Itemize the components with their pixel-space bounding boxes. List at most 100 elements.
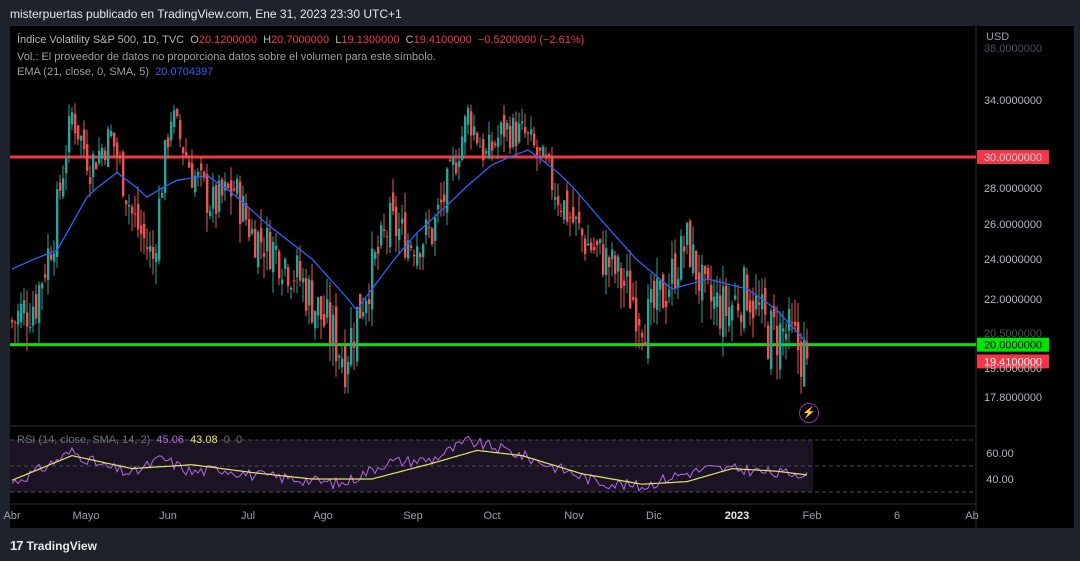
candle-body	[674, 253, 677, 289]
candle-body	[422, 244, 425, 258]
currency-label: USD	[986, 31, 1010, 43]
candle-body	[77, 125, 80, 140]
candle-body	[464, 116, 467, 143]
candle-body	[131, 206, 134, 214]
candle-body	[734, 295, 737, 300]
candle-body	[713, 296, 716, 309]
close-label: C	[405, 34, 414, 46]
candle-body	[551, 155, 554, 191]
candle-body	[365, 300, 368, 313]
candle-body	[170, 121, 173, 141]
candle-body	[74, 114, 77, 134]
candle-body	[176, 108, 179, 116]
candle-body	[113, 132, 116, 147]
candle-body	[371, 248, 374, 310]
candle-body	[188, 161, 191, 168]
candle-body	[38, 284, 41, 324]
candle-body	[785, 333, 788, 340]
rsi-pane: 40.00 60.00	[10, 435, 1014, 493]
x-tick-label: Jul	[241, 510, 255, 522]
candle-body	[326, 299, 329, 318]
candle-body	[638, 318, 641, 326]
candle-body	[449, 159, 452, 162]
candle-body	[392, 192, 395, 212]
candle-body	[503, 114, 506, 137]
candle-body	[272, 242, 275, 273]
candle-body	[35, 294, 38, 319]
change-value: −0.5200000 (−2.61%)	[477, 34, 585, 46]
candle-body	[680, 236, 683, 280]
x-tick-label: Mayo	[73, 510, 100, 522]
candle-body	[197, 171, 200, 176]
level-label-bg-1	[977, 337, 1049, 352]
ohlc-legend: Índice Volatility S&P 500, 1D, TVC O20.1…	[17, 34, 584, 46]
candle-body	[683, 246, 686, 252]
candle-body	[428, 227, 431, 229]
candle-body	[116, 142, 119, 158]
candle-body	[314, 310, 317, 329]
candle-body	[737, 303, 740, 311]
candle-body	[470, 111, 473, 136]
candle-body	[383, 229, 386, 232]
candle-body	[446, 168, 449, 213]
candle-body	[29, 327, 32, 329]
candle-body	[311, 280, 314, 323]
candle-body	[407, 240, 410, 259]
candle-body	[473, 126, 476, 136]
candle-body	[140, 225, 143, 235]
candle-body	[317, 297, 320, 316]
candle-body	[89, 177, 92, 184]
candle-body	[584, 238, 587, 255]
high-value: 20.7000000	[271, 34, 330, 46]
candle-body	[524, 126, 527, 134]
candle-body	[320, 296, 323, 320]
candle-body	[62, 178, 65, 197]
candle-body	[620, 267, 623, 289]
candle-body	[353, 341, 356, 348]
candle-body	[149, 245, 152, 252]
candle-body	[650, 289, 653, 303]
candle-body	[56, 189, 59, 258]
candle-body	[512, 118, 515, 147]
candle-body	[632, 296, 635, 300]
candle-body	[776, 325, 779, 356]
y-tick-label: 26.0000000	[984, 219, 1042, 231]
lightning-icon[interactable]: ⚡	[799, 403, 819, 423]
candle-body	[293, 280, 296, 282]
symbol-name[interactable]: Índice Volatility S&P 500, 1D, TVC	[17, 34, 185, 46]
rsi-legend[interactable]: RSI (14, close, SMA, 14, 2) 45.06 43.08 …	[17, 434, 242, 446]
candle-body	[653, 280, 656, 309]
candle-body	[53, 253, 56, 262]
tradingview-brand: TradingView	[26, 538, 97, 553]
candle-body	[608, 257, 611, 267]
level-label-0: 30.0000000	[984, 152, 1042, 164]
ema-legend[interactable]: EMA (21, close, 0, SMA, 5) 20.0704397	[17, 66, 213, 78]
candle-body	[731, 304, 734, 321]
candles	[11, 103, 809, 394]
candle-body	[413, 254, 416, 257]
candle-body	[173, 110, 176, 127]
open-value: 20.1200000	[198, 34, 257, 46]
candle-body	[305, 278, 308, 311]
candle-body	[806, 341, 809, 359]
candle-body	[281, 279, 284, 284]
candle-body	[104, 150, 107, 161]
candle-body	[92, 154, 95, 178]
candle-body	[521, 121, 524, 124]
candle-body	[122, 151, 125, 197]
candle-body	[224, 181, 227, 191]
candle-body	[119, 155, 122, 159]
candle-body	[797, 322, 800, 351]
candle-body	[545, 154, 548, 159]
candle-body	[476, 132, 479, 144]
candle-body	[41, 283, 44, 289]
candle-body	[509, 125, 512, 149]
candle-body	[146, 247, 149, 250]
candle-body	[461, 136, 464, 161]
candle-body	[722, 286, 725, 337]
y-tick-label: 24.0000000	[984, 254, 1042, 266]
candle-body	[50, 254, 53, 260]
candle-body	[410, 245, 413, 248]
candle-body	[158, 198, 161, 261]
